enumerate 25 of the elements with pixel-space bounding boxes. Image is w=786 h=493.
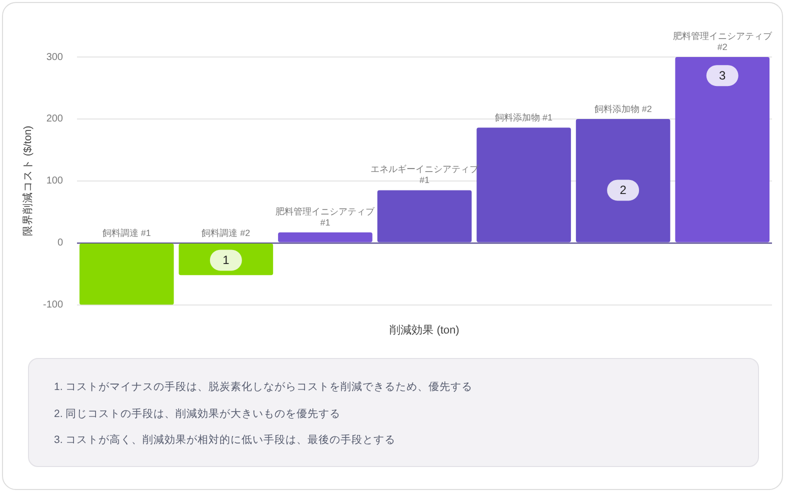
text: 2. 同じコストの手段は、削減効果が大きいものを優先する: [54, 406, 342, 422]
x-tick-label: 肥料管理イニシアティブ #1: [276, 206, 376, 228]
annotation: 2: [620, 183, 627, 198]
bar: [278, 232, 372, 242]
y-tick-label: 200: [46, 114, 64, 125]
x-tick-label: 飼料添加物 #2: [594, 104, 652, 114]
y-tick-label: 300: [46, 52, 64, 63]
x-tick-label: 飼料調達 #2: [202, 228, 250, 238]
x-tick-label: 飼料調達 #1: [102, 228, 151, 238]
x-tick-label: 飼料添加物 #1: [495, 112, 553, 123]
y-axis-title: 限界削減コスト ($/ton): [21, 126, 34, 236]
y-tick-label: 100: [46, 176, 64, 187]
y-tick-label: -100: [42, 300, 64, 311]
text: 3. コストが高く、削減効果が相対的に低い手段は、最後の手段とする: [54, 433, 397, 448]
annotation: 1: [222, 253, 230, 268]
bar: [675, 57, 770, 242]
annotation: 3: [719, 68, 726, 82]
y-tick-label: 0: [57, 238, 64, 249]
bar: [576, 118, 670, 242]
text: 1. コストがマイナスの手段は、脱炭素化しながらコストを削減できるため、優先する: [54, 380, 474, 395]
bar: [476, 128, 571, 242]
bar: [377, 190, 472, 242]
x-axis-title: 削減効果 (ton): [390, 323, 460, 336]
x-tick-label: 肥料管理イニシアティブ #2: [672, 30, 773, 52]
bar: [79, 243, 174, 305]
